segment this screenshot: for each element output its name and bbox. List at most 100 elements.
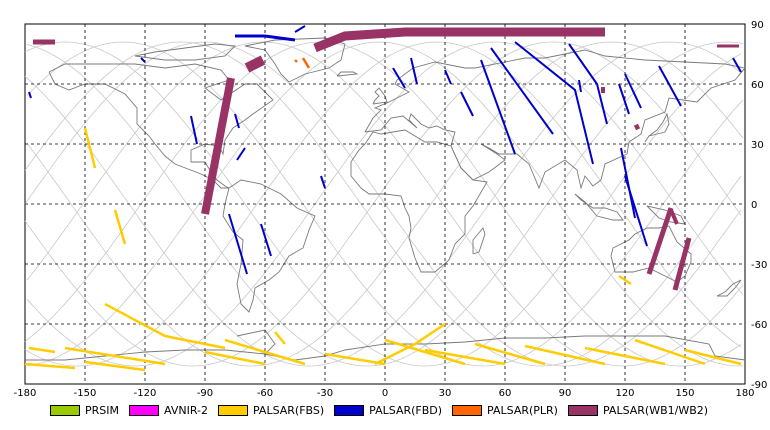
fbs-swath [424,348,506,366]
plr-swath [294,59,298,63]
longitude-label: 0 [382,388,388,399]
fbd-swath [578,79,582,93]
wb-swath [313,27,605,53]
wb-swath [633,123,641,131]
plr-swath [301,57,311,69]
fbd-swath [260,223,272,257]
coastline [134,43,236,61]
longitude-label: -120 [134,388,157,399]
coastline [336,71,359,77]
fbd-swath [190,115,198,145]
legend-swatch [567,404,598,416]
orbit-track [24,41,742,367]
fbd-swath [392,67,406,89]
legend-swatch [217,404,248,416]
fbs-swath [384,338,466,366]
legend-label: PALSAR(WB1/WB2) [602,403,709,417]
longitude-label: 120 [615,388,634,399]
fbs-swath [204,350,266,366]
coastline [372,87,388,105]
legend-swatch [452,404,483,416]
legend-label: PRSIM [85,403,119,417]
legend-label: PALSAR(PLR) [487,403,558,417]
coastline [222,179,316,313]
fbs-swath [24,362,76,370]
fbs-swath [474,342,546,366]
wb-swath [669,209,679,225]
longitude-label: 150 [675,388,694,399]
latitude-label: 0 [751,200,757,211]
orbit-track [26,41,744,367]
fbs-swath [224,338,306,366]
coastline [364,49,746,190]
legend-swatch [50,404,80,416]
fbd-swath [294,25,306,33]
orbit-track [26,41,744,367]
coastline [644,112,670,143]
longitude-label: 180 [735,388,754,399]
legend: PRSIM AVNIR-2 PALSAR(FBS) PALSAR(FBD) PA… [50,403,718,417]
longitude-label: -180 [14,388,37,399]
fbs-swath [324,352,386,366]
longitude-tick-labels: -180 -150 -120 -90 -60 -30 0 30 60 90 120 150 180 [14,388,755,399]
latitude-tick-labels: 90 60 30 0 -30 -60 -90 [751,20,767,391]
fbd-swath [624,73,642,109]
orbit-tracks [24,41,744,367]
fbd-swath [28,91,32,99]
fbd-swath [444,69,452,85]
legend-label: AVNIR-2 [164,403,208,417]
fbs-swath [64,346,166,366]
fbs-swath [634,338,706,366]
fbd-swath [236,147,246,161]
fbd-swath [568,43,608,125]
longitude-label: 90 [559,388,572,399]
coastline [472,227,486,255]
fbs-swath [104,302,226,350]
orbit-track [26,41,744,367]
longitude-label: 30 [439,388,452,399]
fbd-swath [460,91,474,117]
observation-swaths [24,25,742,372]
coastline [350,129,488,273]
wb-swath [672,237,692,291]
fbd-swath [140,57,146,63]
fbd-swath [235,34,296,42]
fbs-swath [83,127,97,169]
legend-item-palsar-plr: PALSAR(PLR) [452,404,558,417]
fbd-swath [514,41,594,165]
legend-item-avnir2: AVNIR-2 [129,404,208,417]
coastline [244,37,346,83]
legend-item-palsar-wb: PALSAR(WB1/WB2) [567,403,709,417]
fbs-swath [618,274,632,286]
fbd-swath [320,175,326,189]
fbs-swath [113,209,127,245]
fbs-swath [584,346,666,366]
fbs-swath [274,331,286,345]
fbd-swath [410,57,418,85]
fbs-swath [84,360,146,372]
fbs-swath [28,346,56,354]
orbit-track [24,41,742,367]
orbit-track [26,41,744,367]
legend-swatch [334,404,365,416]
fbd-swath [618,83,630,115]
fbd-swath [234,113,240,129]
fbd-swath [480,59,516,155]
latitude-label: -60 [751,320,767,331]
latitude-label: 90 [751,20,764,31]
fbd-swath [658,65,682,107]
latitude-label: -90 [751,380,767,391]
legend-label: PALSAR(FBD) [369,403,443,417]
latitude-label: 60 [751,80,764,91]
legend-swatch [129,404,159,416]
latitude-label: 30 [751,140,764,151]
legend-item-prsim: PRSIM [50,404,119,417]
wb-swath [201,77,235,215]
orbit-track [24,41,742,367]
legend-item-palsar-fbs: PALSAR(FBS) [217,404,324,417]
coastline [716,279,742,297]
legend-item-palsar-fbd: PALSAR(FBD) [334,404,442,417]
fbd-swath [732,57,742,73]
